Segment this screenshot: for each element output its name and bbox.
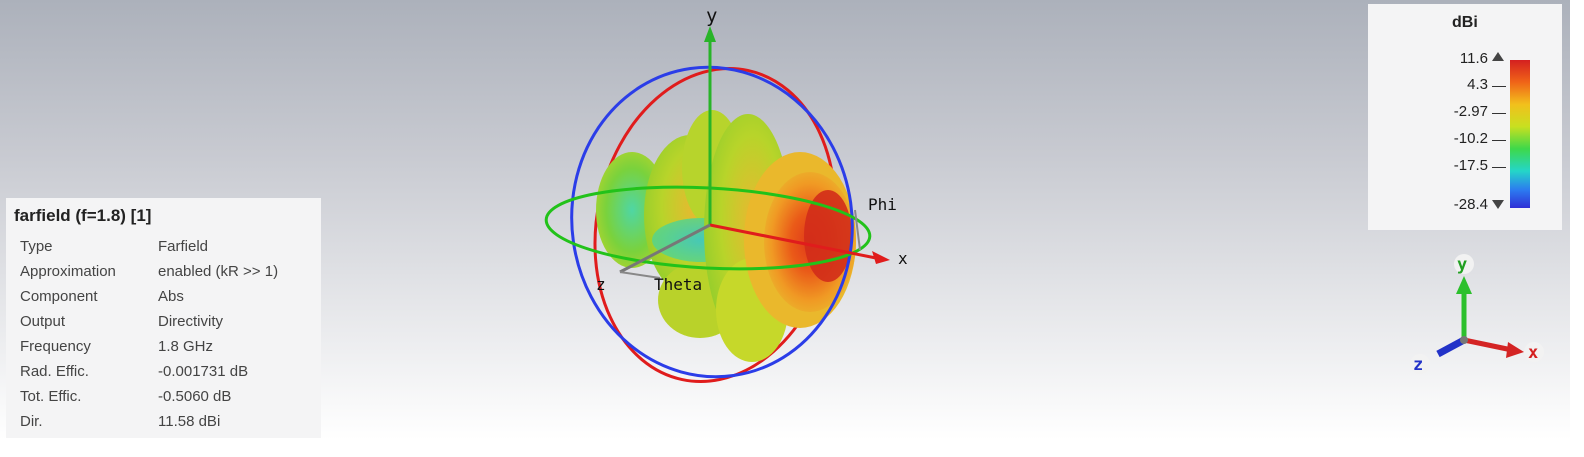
- info-value: -0.5060 dB: [158, 388, 232, 405]
- info-value: enabled (kR >> 1): [158, 263, 279, 280]
- info-value: 11.58 dBi: [158, 413, 221, 430]
- info-title: farfield (f=1.8) [1]: [14, 206, 152, 225]
- farfield-3d-plot[interactable]: y x z Phi Theta y x z: [0, 0, 1570, 440]
- phi-label: Phi: [868, 195, 897, 214]
- info-row: Output Directivity: [20, 309, 278, 334]
- legend-unit: dBi: [1452, 14, 1478, 31]
- info-value: Farfield: [158, 238, 209, 255]
- info-value: Abs: [158, 288, 184, 305]
- scene-axes: [619, 26, 890, 279]
- info-key: Approximation: [20, 263, 116, 280]
- tick-mark: [1492, 113, 1506, 114]
- info-key: Tot. Effic.: [20, 388, 82, 405]
- radiation-pattern: [596, 110, 856, 362]
- 3d-viewport[interactable]: y x z Phi Theta y x z farfield (f=1.8) […: [0, 0, 1570, 440]
- y-axis-label: y: [706, 5, 717, 27]
- info-row: Component Abs: [20, 284, 278, 309]
- info-value: 1.8 GHz: [158, 338, 214, 355]
- gizmo-x-label: x: [1528, 343, 1538, 363]
- z-axis-label: z: [596, 275, 606, 294]
- farfield-info-panel: farfield (f=1.8) [1] Type Farfield Approx…: [6, 198, 321, 438]
- max-arrow-icon[interactable]: [1492, 52, 1504, 61]
- gizmo-z-label: z: [1413, 355, 1423, 375]
- tick-mark: [1492, 86, 1506, 87]
- axis-orientation-gizmo[interactable]: y x z: [1410, 254, 1544, 375]
- info-row: Rad. Effic. -0.001731 dB: [20, 359, 278, 384]
- min-arrow-icon[interactable]: [1492, 200, 1504, 209]
- tick-mark: [1492, 167, 1506, 168]
- info-table: Type Farfield Approximation enabled (kR >>…: [20, 234, 278, 434]
- legend-tick: -2.97: [1453, 103, 1488, 120]
- info-key: Output: [20, 313, 66, 330]
- theta-label: Theta: [654, 275, 702, 294]
- tick-mark: [1492, 140, 1506, 141]
- info-row: Frequency 1.8 GHz: [20, 334, 278, 359]
- legend-tick: 4.3: [1467, 76, 1488, 93]
- info-key: Rad. Effic.: [20, 363, 89, 380]
- phi-ring-blue: [570, 65, 854, 379]
- legend-tick: -10.2: [1453, 130, 1488, 147]
- info-key: Dir.: [20, 413, 43, 430]
- info-key: Type: [20, 238, 53, 255]
- info-row: Type Farfield: [20, 234, 278, 259]
- info-value: Directivity: [158, 313, 224, 330]
- info-row: Tot. Effic. -0.5060 dB: [20, 384, 278, 409]
- legend-tick: -28.4: [1453, 196, 1488, 213]
- x-axis-label: x: [898, 249, 908, 268]
- legend-tick: -17.5: [1453, 157, 1488, 174]
- info-key: Component: [20, 288, 98, 305]
- gizmo-y-label: y: [1457, 255, 1467, 275]
- legend-tick: 11.6: [1459, 50, 1488, 67]
- legend-color-bar: [1510, 60, 1530, 208]
- info-row: Dir. 11.58 dBi: [20, 409, 278, 434]
- info-key: Frequency: [20, 338, 91, 355]
- color-scale-legend: dBi 11.6 4.3 -2.97 -10.2 -17.5 -28.4: [1368, 4, 1562, 230]
- info-value: -0.001731 dB: [158, 363, 249, 380]
- info-row: Approximation enabled (kR >> 1): [20, 259, 278, 284]
